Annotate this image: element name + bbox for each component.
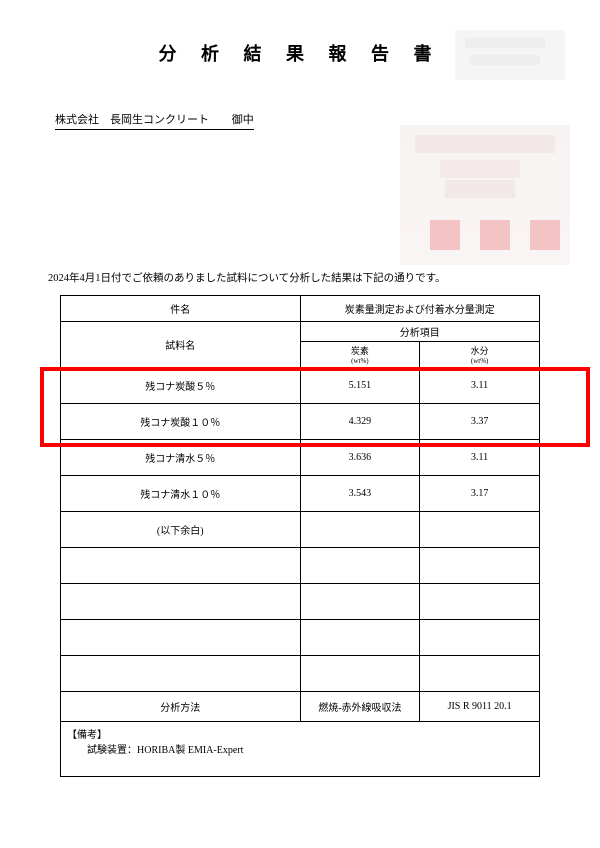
water-value (420, 512, 540, 548)
header-sample-name: 試料名 (61, 322, 301, 368)
redacted-stamp-block (400, 125, 570, 265)
table-row: 残コナ炭酸１０％ 4.329 3.37 (61, 404, 540, 440)
table-row (61, 656, 540, 692)
sample-name (61, 584, 301, 620)
water-value: 3.17 (420, 476, 540, 512)
water-value (420, 548, 540, 584)
water-value: 3.11 (420, 368, 540, 404)
header-carbon: 炭素 (wt%) (300, 342, 420, 368)
water-value: 3.37 (420, 404, 540, 440)
method-water: JIS R 9011 20.1 (420, 692, 540, 722)
header-water: 水分 (wt%) (420, 342, 540, 368)
table-row (61, 548, 540, 584)
sample-name: 残コナ炭酸５％ (61, 368, 301, 404)
carbon-value (300, 584, 420, 620)
water-value: 3.11 (420, 440, 540, 476)
table-row: (以下余白) (61, 512, 540, 548)
sample-name: 残コナ清水５％ (61, 440, 301, 476)
carbon-value: 3.543 (300, 476, 420, 512)
remarks-body: 試験装置：HORIBA製 EMIA-Expert (87, 745, 243, 756)
remarks-title: 【備考】 (67, 726, 533, 741)
water-value (420, 620, 540, 656)
table-row: 残コナ炭酸５％ 5.151 3.11 (61, 368, 540, 404)
header-kenmei: 件名 (61, 296, 301, 322)
carbon-value: 4.329 (300, 404, 420, 440)
method-label: 分析方法 (61, 692, 301, 722)
carbon-value: 3.636 (300, 440, 420, 476)
remarks-box: 【備考】 試験装置：HORIBA製 EMIA-Expert (60, 722, 540, 777)
table-row (61, 584, 540, 620)
table-row (61, 620, 540, 656)
recipient-company: 株式会社 長岡生コンクリート (55, 114, 209, 126)
sample-name: 残コナ炭酸１０％ (61, 404, 301, 440)
table-row: 残コナ清水５％ 3.636 3.11 (61, 440, 540, 476)
carbon-value (300, 548, 420, 584)
sample-name (61, 620, 301, 656)
header-measurement: 炭素量測定および付着水分量測定 (300, 296, 540, 322)
redacted-top-right (455, 30, 565, 80)
carbon-value (300, 620, 420, 656)
carbon-value (300, 656, 420, 692)
table-row: 残コナ清水１０％ 3.543 3.17 (61, 476, 540, 512)
sample-name (61, 548, 301, 584)
sample-name: (以下余白) (61, 512, 301, 548)
carbon-value (300, 512, 420, 548)
sample-name (61, 656, 301, 692)
analysis-table: 件名 炭素量測定および付着水分量測定 試料名 分析項目 炭素 (wt%) 水分 … (60, 295, 540, 722)
water-value (420, 656, 540, 692)
method-row: 分析方法 燃焼-赤外線吸収法 JIS R 9011 20.1 (61, 692, 540, 722)
water-value (420, 584, 540, 620)
sample-name: 残コナ清水１０％ (61, 476, 301, 512)
method-carbon: 燃焼-赤外線吸収法 (300, 692, 420, 722)
carbon-value: 5.151 (300, 368, 420, 404)
recipient-suffix: 御中 (232, 114, 254, 126)
intro-text: 2024年4月1日付でご依頼のありました試料について分析した結果は下記の通りです… (48, 270, 570, 285)
header-analysis-item: 分析項目 (300, 322, 540, 342)
report-table-container: 件名 炭素量測定および付着水分量測定 試料名 分析項目 炭素 (wt%) 水分 … (60, 295, 540, 777)
